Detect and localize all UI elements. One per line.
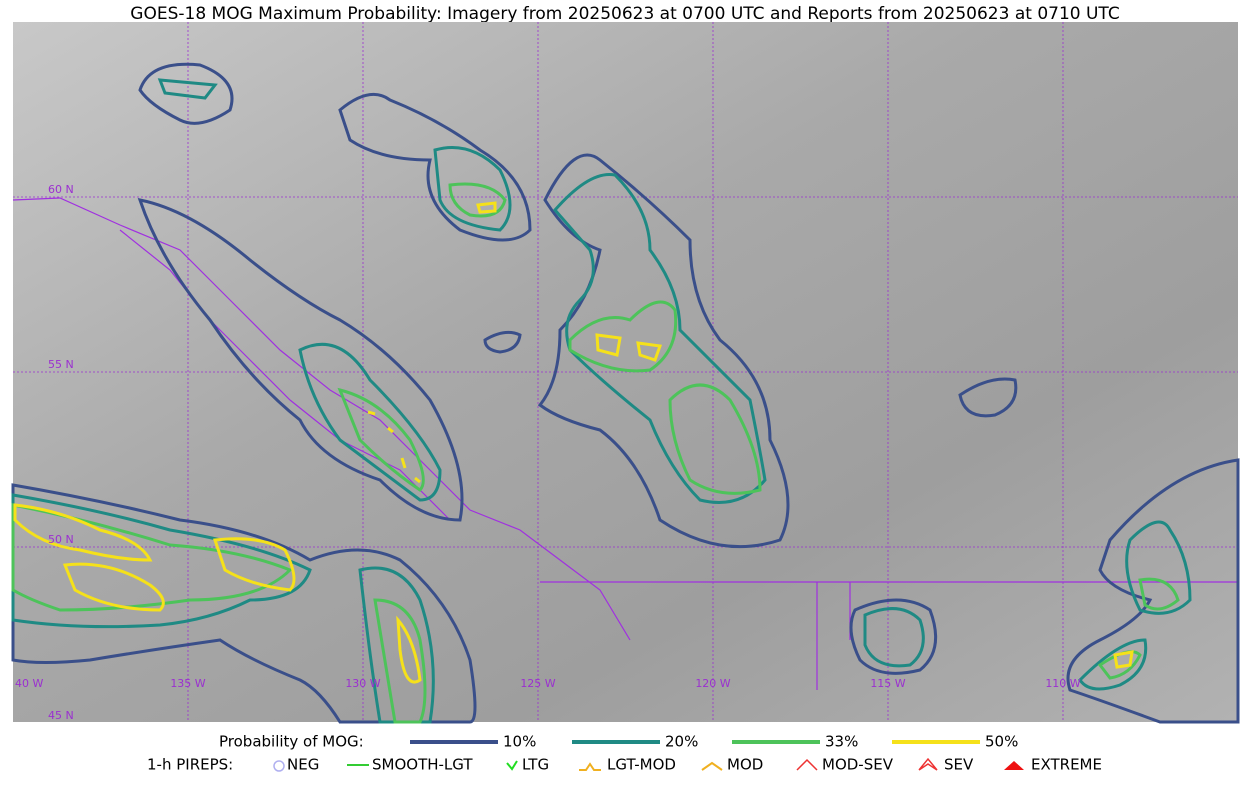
legend-label: LTG [522,756,549,774]
contours [11,62,1240,724]
lat-label: 60 N [48,183,74,196]
legend-label: SEV [944,756,974,774]
legend-label: 50% [985,733,1018,751]
legend-icon [273,760,285,772]
lat-label: 45 N [48,709,74,722]
legend-title: 1-h PIREPS: [147,756,233,774]
legend-icon [1004,761,1024,770]
lon-label: 40 W [15,677,43,690]
title: GOES-18 MOG Maximum Probability: Imagery… [130,4,1119,24]
legend-label: 20% [665,733,698,751]
lon-label: 115 W [870,677,905,690]
legend-title: Probability of MOG: [219,733,364,751]
lon-label: 135 W [170,677,205,690]
coastlines [12,197,1238,690]
lon-label: 110 W [1045,677,1080,690]
lat-label: 50 N [48,533,74,546]
geo-labels: 60 N 55 N 50 N 45 N 40 W 135 W 130 W 125 W 120 W… [15,183,1081,722]
legend-label: SMOOTH-LGT [372,756,473,774]
legend-label: MOD [727,756,763,774]
legend-label: 33% [825,733,858,751]
map: 60 N 55 N 50 N 45 N 40 W 135 W 130 W 125 W 120 W… [11,22,1240,724]
legend-label: MOD-SEV [822,756,894,774]
lon-label: 130 W [345,677,380,690]
lon-label: 125 W [520,677,555,690]
legend-icon [506,760,518,771]
legend-label: LGT-MOD [607,756,676,774]
legend-label: EXTREME [1031,756,1102,774]
legend-icon [796,758,818,771]
legend: Probability of MOG: 10% 20% 33% 50% 1-h PIREP… [147,733,1102,774]
legend-label: NEG [287,756,319,774]
legend-icon [918,757,938,771]
legend-icon [579,762,601,771]
lat-label: 55 N [48,358,74,371]
legend-label: 10% [503,733,536,751]
legend-icon [701,761,723,771]
lon-label: 120 W [695,677,730,690]
